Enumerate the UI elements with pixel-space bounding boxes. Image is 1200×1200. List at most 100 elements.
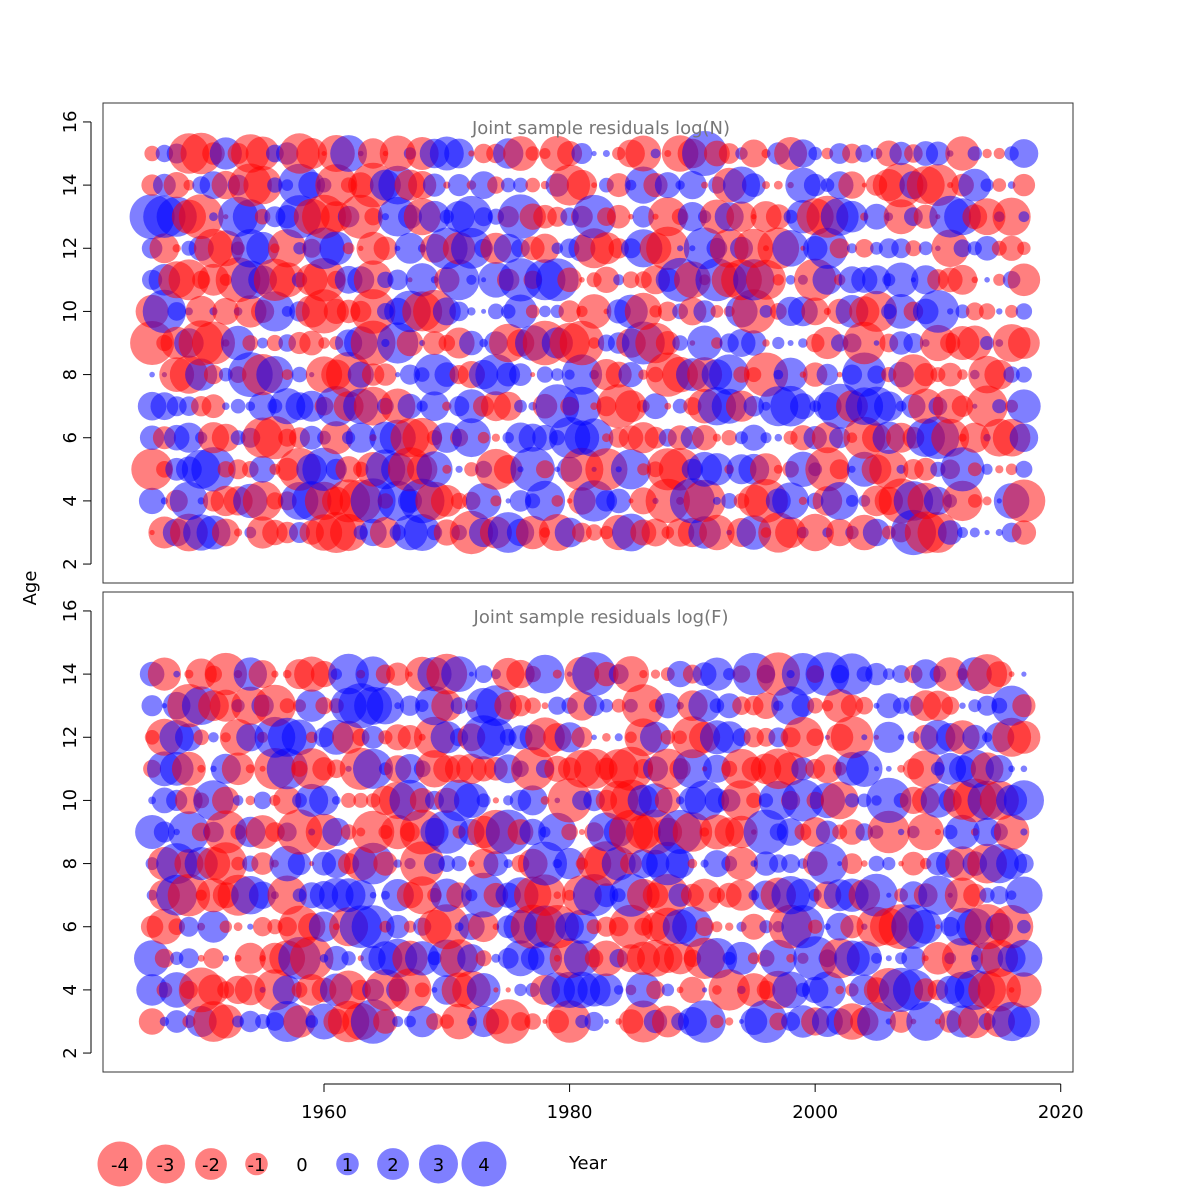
residual-bubble (1008, 671, 1015, 677)
residual-bubble (805, 447, 850, 492)
residual-bubble (353, 260, 393, 300)
residual-bubble (855, 873, 898, 917)
residual-bubble (394, 232, 426, 264)
residual-bubble (990, 886, 1009, 905)
residual-bubble (937, 520, 963, 545)
residual-bubble (1011, 520, 1037, 545)
residual-bubble (725, 1017, 734, 1026)
residual-bubble (813, 754, 842, 784)
residual-bubble (146, 908, 183, 945)
residual-bubble (536, 366, 554, 383)
residual-bubble (693, 300, 716, 323)
residual-bubble (613, 985, 624, 995)
residual-bubble (791, 694, 815, 717)
residual-bubble (841, 853, 863, 874)
residual-bubble (242, 335, 259, 351)
residual-bubble (131, 448, 173, 491)
residual-bubble (509, 695, 532, 717)
residual-bubble (315, 164, 358, 207)
residual-bubble (995, 528, 1003, 537)
residual-bubble (318, 337, 330, 349)
residual-bubble (908, 909, 943, 944)
residual-bubble (449, 301, 469, 322)
residual-bubble (820, 482, 859, 520)
y-tick-label: 16 (60, 110, 81, 133)
residual-bubble (981, 463, 993, 475)
residual-bubble (296, 138, 328, 169)
residual-bubble (788, 139, 818, 168)
residual-bubble (744, 1000, 788, 1043)
residual-bubble (806, 728, 824, 747)
residual-bubble (933, 657, 968, 691)
residual-bubble (351, 905, 395, 949)
residual-bubble (618, 362, 644, 388)
residual-bubble (505, 498, 511, 504)
residual-bubble (883, 199, 919, 235)
residual-bubble (450, 492, 468, 510)
residual-bubble (889, 1010, 913, 1033)
residual-bubble (803, 173, 827, 197)
residual-bubble (406, 1005, 439, 1038)
residual-bubble (905, 240, 922, 257)
residual-bubble (749, 453, 783, 486)
residual-bubble (971, 276, 979, 284)
residual-bubble (571, 143, 593, 164)
residual-bubble (442, 464, 452, 474)
residual-bubble (256, 356, 294, 394)
residual-bubble (514, 399, 527, 413)
residual-bubble (450, 697, 468, 715)
y-tick-label: 2 (60, 558, 81, 569)
residual-bubble (683, 1000, 726, 1043)
residual-bubble (492, 797, 499, 804)
residual-bubble (424, 853, 445, 875)
residual-bubble (538, 812, 577, 852)
residual-bubble (330, 135, 367, 172)
residual-bubble (762, 339, 770, 347)
residual-bubble (700, 657, 734, 691)
residual-bubble (861, 734, 868, 741)
residual-bubble (820, 781, 859, 820)
residual-bubble (1003, 780, 1044, 821)
residual-bubble (677, 245, 684, 252)
residual-bubble (452, 418, 491, 458)
residual-bubble (441, 1003, 477, 1040)
residual-bubble (1008, 327, 1040, 359)
residual-bubble (790, 393, 816, 420)
residual-bubble (874, 766, 879, 772)
residual-bubble (772, 230, 809, 267)
residual-bubble (746, 259, 786, 300)
residual-bubble (711, 337, 723, 349)
legend-label: 0 (296, 1155, 307, 1176)
residual-bubble (843, 321, 886, 365)
residual-bubble (621, 684, 665, 728)
residual-bubble (386, 662, 410, 686)
residual-bubble (403, 920, 417, 933)
residual-bubble (208, 1004, 243, 1039)
residual-bubble (541, 702, 549, 710)
residual-bubble (505, 987, 511, 993)
residual-bubble (846, 750, 883, 787)
panel-log-f: 2 4 6 8 10 12 14 16 1960 1980 2000 2020 Joint samp… (60, 591, 1084, 1123)
residual-bubble (725, 879, 758, 911)
residual-bubble (172, 244, 181, 253)
residual-bubble (855, 144, 874, 163)
residual-bubble (154, 948, 174, 968)
residual-bubble (1017, 919, 1031, 934)
residual-bubble (373, 851, 398, 876)
residual-bubble (523, 841, 567, 886)
residual-bubble (941, 696, 960, 715)
residual-bubble (992, 399, 1007, 414)
residual-bubble (985, 755, 1014, 783)
residual-bubble (747, 952, 760, 965)
residual-bubble (530, 372, 536, 378)
residual-bubble (299, 330, 325, 356)
residual-bubble (221, 752, 255, 786)
residual-bubble (811, 326, 844, 360)
residual-bubble (606, 488, 631, 514)
residual-bubble (234, 528, 243, 537)
residual-bubble (332, 720, 366, 754)
residual-bubble (773, 180, 783, 190)
residual-bubble (589, 973, 623, 1007)
residual-bubble (551, 368, 564, 381)
residual-bubble (957, 527, 968, 538)
